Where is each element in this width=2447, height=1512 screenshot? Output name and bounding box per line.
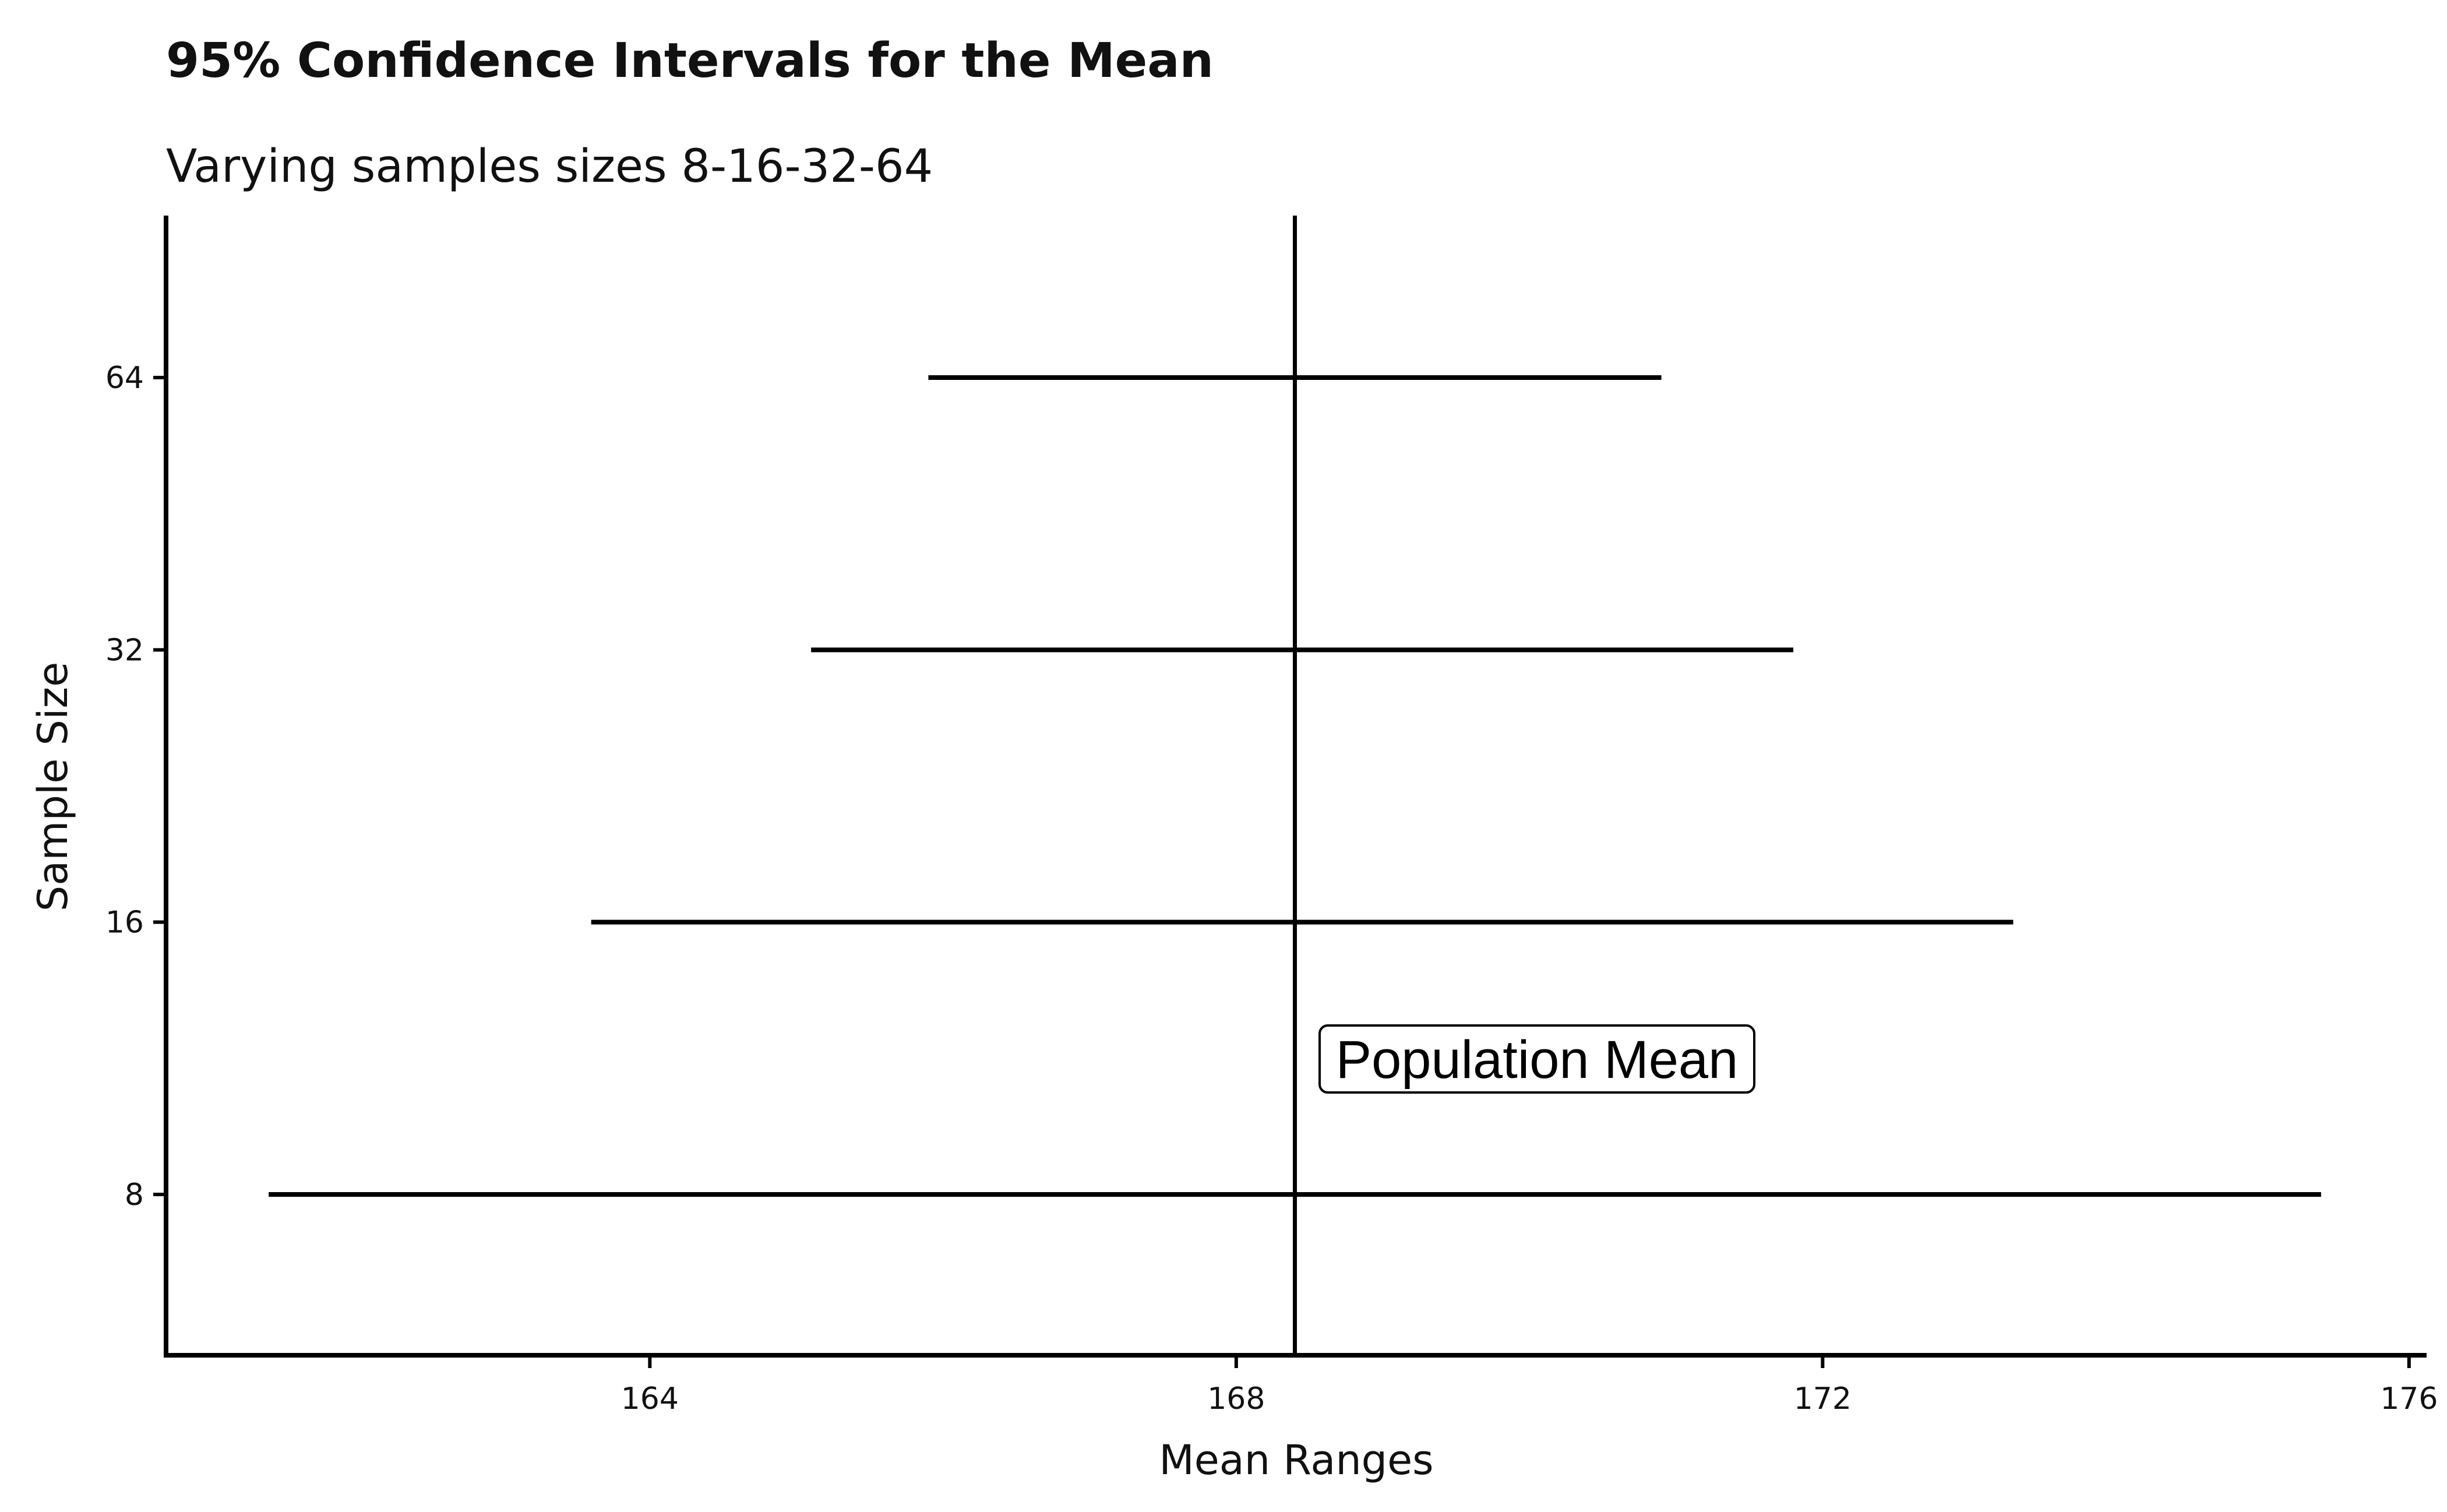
y-tick-label: 32 xyxy=(105,633,144,668)
x-tick-label: 168 xyxy=(1207,1381,1265,1416)
y-tick-label: 64 xyxy=(105,361,144,396)
x-tick-label: 176 xyxy=(2380,1381,2438,1416)
y-tick-label: 8 xyxy=(125,1178,144,1213)
x-tick-label: 164 xyxy=(621,1381,679,1416)
chart-marks xyxy=(269,216,2321,1355)
annotation-label: Population Mean xyxy=(1336,1030,1739,1090)
y-axis-title: Sample Size xyxy=(29,662,77,911)
y-tick-label: 16 xyxy=(105,905,144,940)
chart-title: 95% Confidence Intervals for the Mean xyxy=(166,33,1214,89)
y-axis-ticks: 8 16 32 64 xyxy=(105,361,166,1213)
x-tick-label: 172 xyxy=(1794,1381,1852,1416)
x-axis-title: Mean Ranges xyxy=(1159,1436,1433,1484)
population-mean-annotation: Population Mean xyxy=(1318,1024,1755,1094)
annotation-box xyxy=(1318,1024,1755,1094)
x-axis-ticks: 164 168 172 176 xyxy=(621,1355,2438,1416)
chart-subtitle: Varying samples sizes 8-16-32-64 xyxy=(166,140,933,193)
